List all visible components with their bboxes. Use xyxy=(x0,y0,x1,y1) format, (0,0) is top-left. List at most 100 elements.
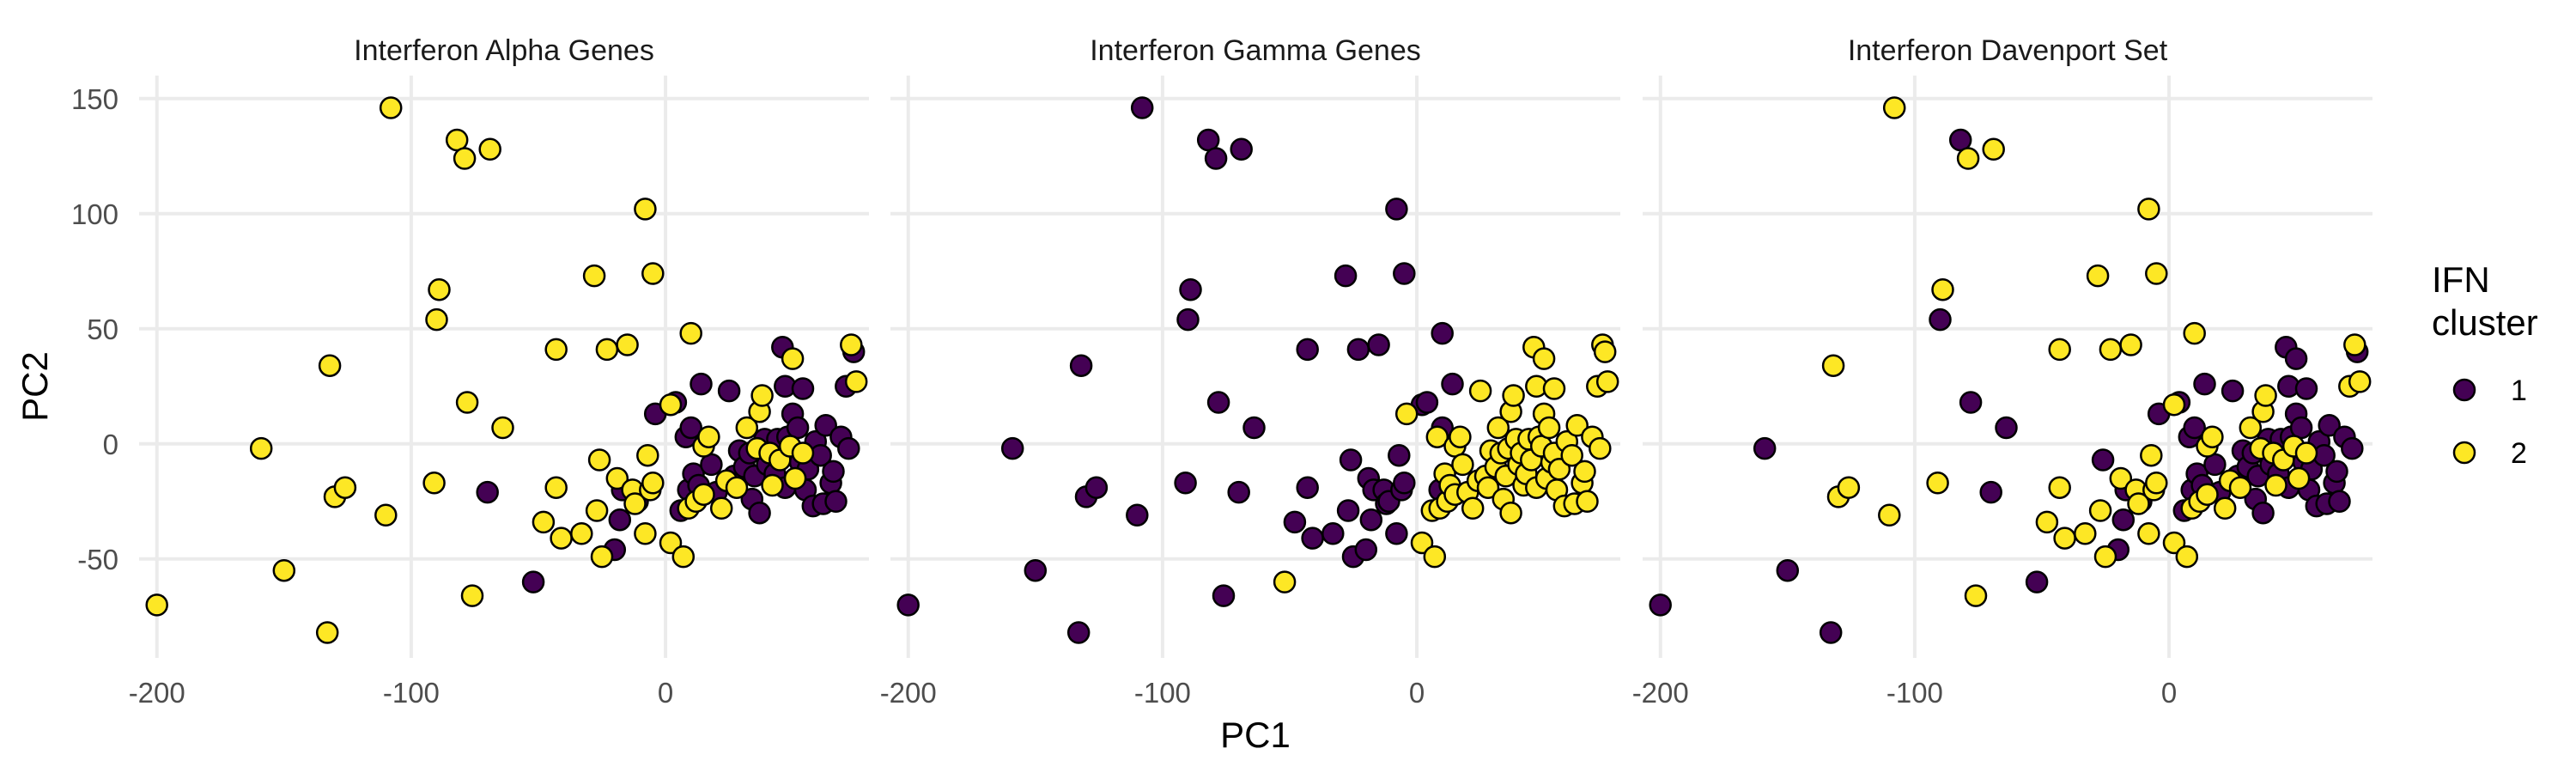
data-point xyxy=(1486,416,1510,440)
data-point xyxy=(750,384,774,407)
data-point xyxy=(1649,593,1672,617)
data-point xyxy=(634,522,657,545)
data-point xyxy=(1979,480,2002,504)
data-point xyxy=(1126,503,1149,527)
data-point xyxy=(2025,570,2049,593)
data-point xyxy=(1878,503,1901,527)
data-point xyxy=(1336,499,1360,522)
data-point xyxy=(636,443,659,467)
data-point xyxy=(1502,384,1525,407)
data-point xyxy=(2140,443,2163,467)
x-tick-label: 0 xyxy=(2161,677,2177,709)
data-point xyxy=(1573,460,1596,484)
legend-key xyxy=(2452,378,2476,402)
data-point xyxy=(428,277,451,301)
data-point xyxy=(2175,545,2199,569)
data-point xyxy=(1359,508,1383,532)
data-point xyxy=(2111,508,2136,532)
data-point xyxy=(544,476,568,499)
data-point xyxy=(623,492,647,515)
data-point xyxy=(1410,531,1434,555)
data-point xyxy=(1499,501,1522,525)
data-point xyxy=(1837,476,1861,499)
legend-title-line-1: IFN xyxy=(2432,259,2490,300)
data-point xyxy=(1367,333,1390,356)
data-point xyxy=(679,416,702,440)
data-point xyxy=(1339,448,1363,472)
data-point xyxy=(455,391,479,414)
data-point xyxy=(791,377,815,400)
data-point xyxy=(2213,496,2237,520)
data-point xyxy=(1385,522,1408,545)
data-point xyxy=(2119,333,2142,356)
data-point xyxy=(1595,370,1619,393)
y-tick-label: -50 xyxy=(77,544,118,575)
data-point xyxy=(1283,510,1307,534)
x-axis-title: PC1 xyxy=(1220,715,1291,755)
data-point xyxy=(145,593,168,617)
data-point xyxy=(453,147,477,170)
data-point xyxy=(1819,621,1843,644)
data-point xyxy=(2221,379,2245,403)
data-point xyxy=(582,264,606,288)
data-point xyxy=(761,473,784,497)
data-point xyxy=(1776,558,1800,582)
data-point xyxy=(2228,476,2252,499)
data-point xyxy=(634,198,657,221)
panel-title: Interferon Davenport Set xyxy=(1848,34,2168,67)
data-point xyxy=(2137,522,2160,545)
legend-title-line-2: cluster xyxy=(2432,302,2538,343)
data-point xyxy=(587,448,611,472)
x-tick-label: -100 xyxy=(1886,677,1943,709)
data-point xyxy=(2053,526,2076,550)
panel-title: Interferon Alpha Genes xyxy=(354,34,654,67)
data-point xyxy=(2074,522,2097,545)
data-point xyxy=(1929,307,1952,332)
y-tick-label: 0 xyxy=(103,429,118,460)
data-point xyxy=(616,333,639,356)
data-point xyxy=(2035,510,2059,534)
data-point xyxy=(521,570,545,593)
data-point xyxy=(605,466,629,490)
data-point xyxy=(837,436,860,460)
data-point xyxy=(532,510,556,534)
data-point xyxy=(1425,425,1449,448)
data-point xyxy=(690,372,713,396)
data-point xyxy=(333,476,357,499)
data-point xyxy=(781,347,805,370)
data-point xyxy=(1393,262,1416,285)
data-point xyxy=(1451,453,1474,477)
data-point xyxy=(2294,377,2318,400)
data-point xyxy=(844,370,868,393)
data-point xyxy=(1821,354,1845,377)
data-point xyxy=(1084,476,1109,499)
data-point xyxy=(1334,264,1358,288)
data-point xyxy=(1415,391,1439,414)
data-point xyxy=(590,545,614,569)
data-point xyxy=(2196,483,2219,506)
data-point xyxy=(1000,436,1024,460)
data-point xyxy=(725,476,749,499)
data-point xyxy=(1393,472,1416,495)
data-point xyxy=(840,333,863,356)
data-point xyxy=(2099,338,2123,362)
data-point xyxy=(1069,354,1093,377)
x-tick-label: -100 xyxy=(383,677,440,709)
y-tick-label: 50 xyxy=(87,313,118,345)
y-tick-label: 100 xyxy=(71,198,118,230)
legend-label: 1 xyxy=(2511,374,2527,407)
data-point xyxy=(717,379,741,403)
data-point xyxy=(824,490,848,514)
data-point xyxy=(1130,96,1154,119)
data-point xyxy=(491,416,514,440)
data-point xyxy=(2086,264,2110,288)
data-point xyxy=(2328,490,2351,514)
data-point xyxy=(1354,538,1378,562)
data-point xyxy=(1565,414,1589,437)
data-point xyxy=(791,441,815,465)
panel-title: Interferon Gamma Genes xyxy=(1090,34,1421,67)
data-point xyxy=(544,338,568,362)
data-point xyxy=(1589,436,1612,460)
x-tick-label: -200 xyxy=(129,677,185,709)
